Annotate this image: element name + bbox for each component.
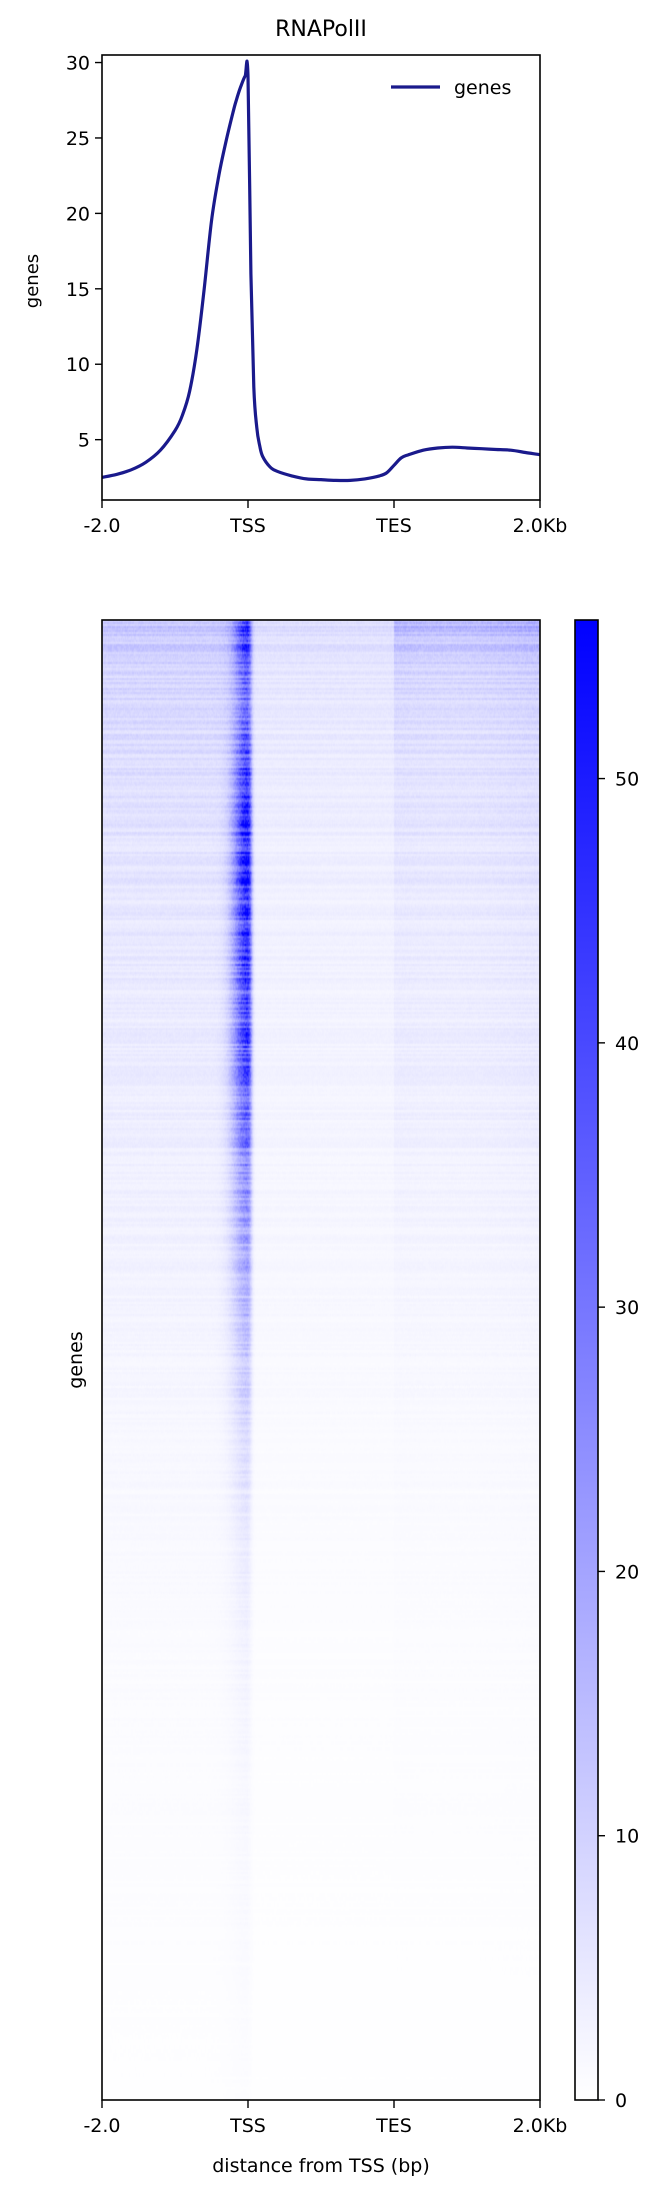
profile-y-tick-label: 25 (66, 128, 90, 150)
profile-x-tick-label: TSS (229, 515, 266, 537)
heatmap-y-axis-label: genes (65, 1331, 87, 1388)
heatmap-x-tick-label: TES (375, 2115, 412, 2137)
profile-y-tick-label: 15 (66, 279, 90, 301)
profile-x-tick-label: 2.0Kb (513, 515, 568, 537)
heatmap-plot: genes -2.0 TSS TES 2.0Kb distance from TSS … (65, 619, 567, 2177)
heatmap-x-tick-label: -2.0 (83, 2115, 120, 2137)
profile-x-ticks: -2.0 TSS TES 2.0Kb (83, 500, 567, 537)
heatmap-x-tick-label: 2.0Kb (513, 2115, 568, 2137)
profile-y-axis-label: genes (22, 254, 43, 308)
legend-label-genes: genes (454, 77, 511, 99)
profile-y-tick-label: 20 (66, 203, 90, 225)
heatmap-x-ticks: -2.0 TSS TES 2.0Kb (83, 2100, 567, 2137)
colorbar-gradient (574, 619, 599, 2101)
colorbar-tick-label: 40 (615, 1033, 639, 1055)
colorbar-tick-label: 50 (615, 769, 639, 791)
profile-plot: RNAPolII genes 5 10 15 20 25 30 -2.0 TSS TES 2.0… (22, 17, 567, 537)
profile-title: RNAPolII (275, 17, 367, 42)
profile-y-tick-label: 5 (78, 430, 90, 452)
colorbar-ticks: 0 10 20 30 40 50 (598, 769, 639, 2112)
colorbar-tick-label: 30 (615, 1297, 639, 1319)
profile-x-tick-label: -2.0 (83, 515, 120, 537)
profile-legend: genes (391, 77, 511, 99)
profile-series-line (101, 59, 541, 483)
profile-plot-frame (101, 54, 541, 501)
colorbar: 0 10 20 30 40 50 (574, 619, 639, 2112)
profile-y-tick-label: 30 (66, 53, 90, 75)
profile-x-tick-label: TES (375, 515, 412, 537)
profile-y-tick-label: 10 (66, 354, 90, 376)
heatmap-x-tick-label: TSS (229, 2115, 266, 2137)
heatmap-image (102, 620, 540, 2100)
colorbar-tick-label: 0 (615, 2090, 627, 2112)
colorbar-tick-label: 20 (615, 1561, 639, 1583)
colorbar-tick-label: 10 (615, 1826, 639, 1848)
heatmap-x-axis-label: distance from TSS (bp) (212, 2155, 430, 2177)
profile-y-ticks: 5 10 15 20 25 30 (66, 53, 102, 452)
heatmap-frame (101, 619, 541, 2101)
